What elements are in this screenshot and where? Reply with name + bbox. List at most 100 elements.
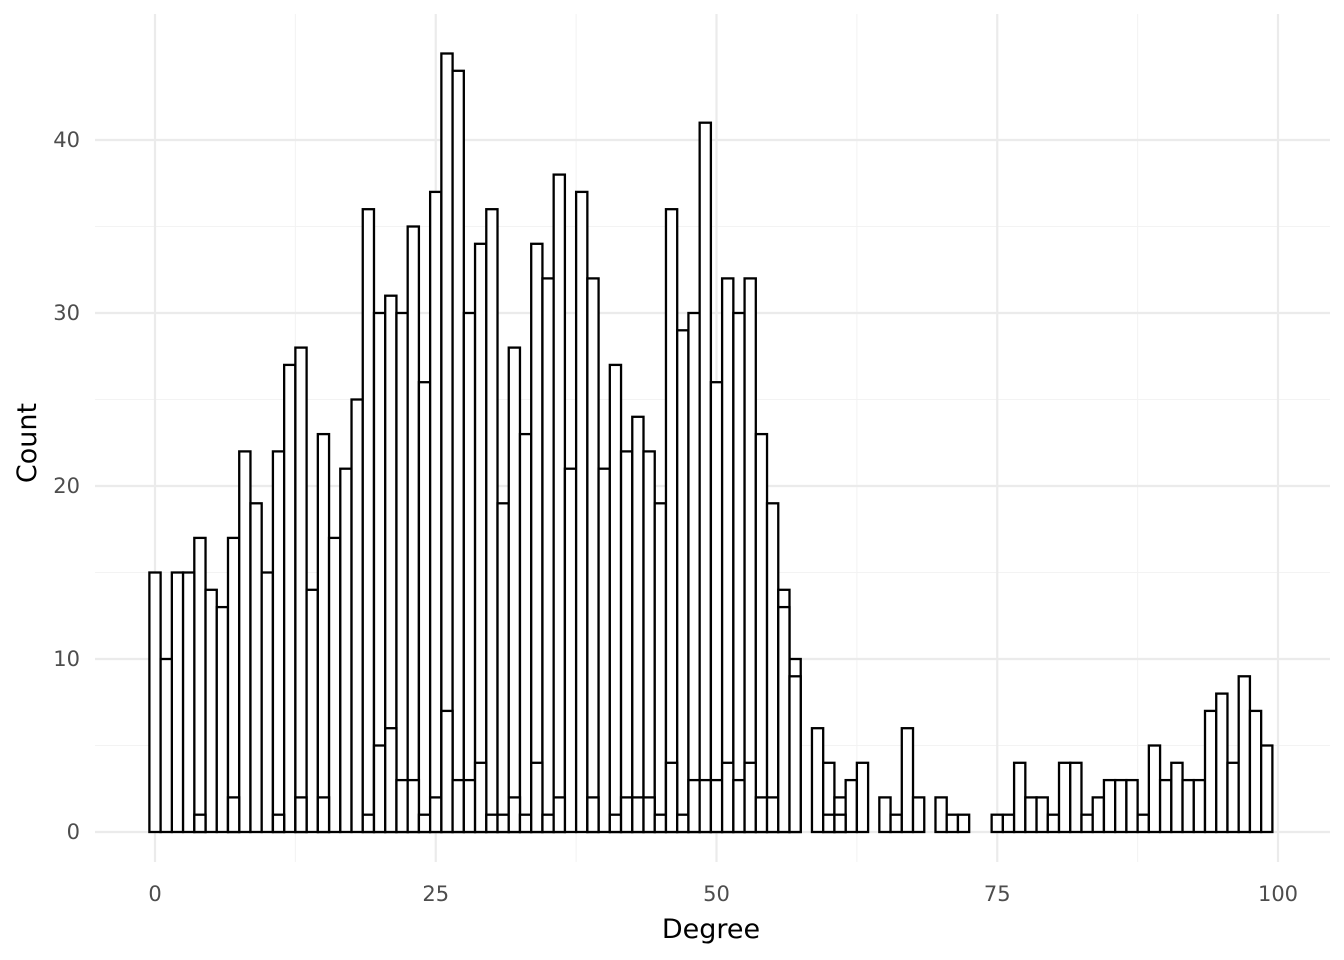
histogram-bar	[193, 536, 207, 834]
histogram-bar	[765, 502, 780, 834]
histogram-bar	[462, 311, 477, 834]
histogram-bar	[687, 778, 701, 834]
histogram-bar	[855, 761, 870, 834]
histogram-bar	[541, 277, 555, 834]
histogram-bar	[608, 813, 623, 834]
histogram-bar	[765, 796, 780, 834]
histogram-bar	[406, 778, 421, 834]
bars	[148, 52, 1274, 834]
histogram-bar	[170, 571, 185, 834]
x-tick-label: 50	[703, 882, 730, 906]
histogram-bar	[1147, 744, 1162, 834]
histogram-bar	[473, 242, 488, 834]
histogram-bar	[1057, 761, 1072, 834]
histogram-bar	[361, 208, 376, 834]
histogram-bar	[664, 761, 679, 834]
histogram-bar	[1181, 778, 1195, 834]
histogram-bar	[676, 329, 690, 834]
histogram-bar	[282, 363, 297, 834]
y-axis-title: Count	[12, 403, 43, 483]
histogram-bar	[249, 502, 263, 834]
histogram-bar	[653, 813, 668, 834]
histogram-bar	[1102, 778, 1117, 834]
histogram-bar	[608, 363, 623, 834]
histogram-bar	[260, 571, 275, 834]
histogram-bar	[1012, 761, 1027, 834]
histogram-bar	[1237, 675, 1252, 834]
histogram-bar	[1226, 761, 1240, 834]
histogram-bar	[440, 709, 454, 834]
histogram-bar	[417, 381, 432, 834]
histogram-bar	[889, 813, 903, 834]
x-tick-label: 100	[1258, 882, 1298, 906]
histogram-bar	[878, 796, 892, 834]
histogram-bar	[473, 761, 488, 834]
histogram-bar	[226, 796, 241, 834]
histogram-bar	[350, 398, 364, 834]
histogram-bar	[462, 778, 477, 834]
y-tick-label: 10	[53, 647, 80, 671]
histogram-bar	[238, 450, 252, 834]
histogram-bar	[687, 311, 701, 834]
histogram-bar	[181, 571, 196, 834]
histogram-bar	[1192, 778, 1207, 834]
y-tick-label: 30	[53, 301, 80, 325]
tick-labels: 0 10 20 30 40 0 25 50 75 100	[53, 128, 1298, 906]
histogram-bar	[1001, 813, 1016, 834]
histogram-bar	[451, 69, 465, 834]
histogram-bar	[1158, 778, 1173, 834]
histogram-bar	[226, 536, 241, 834]
x-axis-title: Degree	[662, 914, 760, 945]
histogram-bar	[1125, 778, 1139, 834]
histogram-bar	[305, 588, 319, 834]
y-tick-label: 40	[53, 128, 80, 152]
histogram-bar	[159, 657, 173, 834]
histogram-bar	[642, 796, 656, 834]
histogram-bar	[552, 173, 567, 834]
histogram-bar	[372, 744, 387, 834]
histogram-bar	[339, 467, 353, 834]
histogram-bar	[619, 450, 634, 834]
histogram-bar	[530, 761, 544, 834]
histogram-bar	[676, 813, 690, 834]
histogram-bar	[844, 778, 859, 834]
histogram-bar	[956, 813, 971, 834]
y-tick-label: 20	[53, 474, 80, 498]
histogram-bar	[619, 796, 634, 834]
histogram-bar	[417, 813, 432, 834]
histogram-bar	[934, 796, 948, 834]
histogram-bar	[1170, 761, 1184, 834]
histogram-bar	[732, 778, 746, 834]
histogram-bar	[810, 727, 825, 834]
histogram-bar	[327, 536, 342, 834]
histogram-bar	[1091, 796, 1106, 834]
histogram-bar	[754, 796, 769, 834]
histogram-bar	[900, 727, 915, 834]
histogram-bar	[777, 605, 791, 834]
histogram-bar	[822, 813, 836, 834]
histogram-bar	[204, 588, 218, 834]
histogram-bar	[496, 813, 510, 834]
histogram-bar	[1035, 796, 1049, 834]
x-tick-label: 0	[148, 882, 161, 906]
histogram-bar	[451, 778, 465, 834]
histogram-bar	[406, 225, 421, 834]
histogram-bar	[653, 502, 668, 834]
histogram-bar	[428, 796, 443, 834]
histogram-bar	[294, 796, 308, 834]
histogram-bar	[1260, 744, 1274, 834]
histogram-bar	[732, 311, 746, 834]
histogram-bar	[316, 432, 331, 834]
histogram-bar	[597, 467, 611, 834]
histogram-bar	[294, 346, 308, 834]
histogram-bar	[1203, 709, 1218, 834]
histogram-bar	[698, 778, 713, 834]
histogram-bar	[518, 432, 533, 834]
histogram-bar	[698, 121, 713, 834]
histogram-bar	[1046, 813, 1061, 834]
histogram-bar	[788, 675, 802, 834]
histogram-bar	[631, 796, 645, 834]
histogram-bar	[1215, 692, 1229, 834]
histogram-bar	[395, 311, 409, 834]
